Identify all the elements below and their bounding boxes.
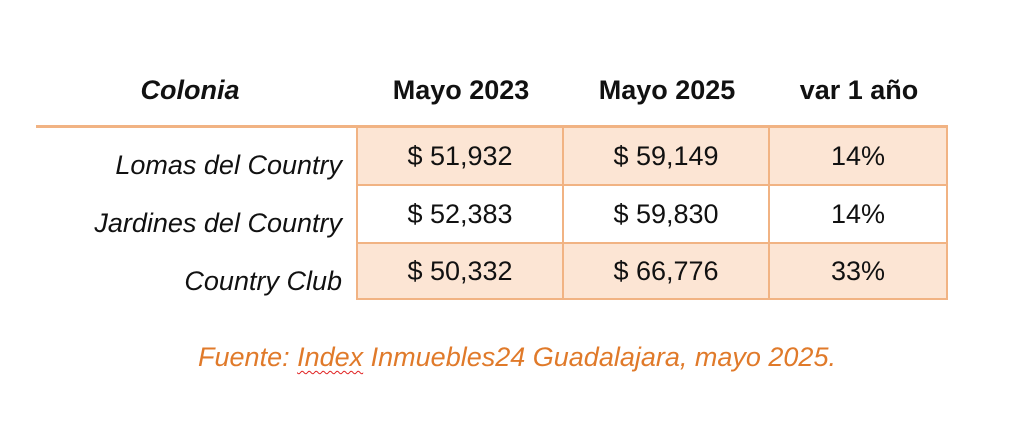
cell-mayo-2025: $ 59,830 — [564, 186, 770, 242]
cell-var: 14% — [830, 198, 886, 229]
source-prefix: Fuente: — [198, 342, 298, 372]
cell-mayo-2023: $ 51,932 — [358, 128, 564, 184]
spellcheck-flagged-word[interactable]: Index — [297, 342, 364, 372]
source-note: Fuente: Index Inmuebles24 Guadalajara, m… — [0, 342, 1034, 373]
table-row: $ 51,932 $ 59,149 14% — [358, 128, 946, 184]
header-mayo-2025: Mayo 2025 — [598, 75, 736, 105]
table-row: $ 50,332 $ 66,776 33% — [358, 242, 946, 298]
header-var-1-ano: var 1 año — [799, 75, 919, 105]
table-row: $ 52,383 $ 59,830 14% — [358, 184, 946, 242]
cell-mayo-2025: $ 66,776 — [564, 244, 770, 298]
header-mayo-2023: Mayo 2023 — [392, 75, 530, 105]
cell-mayo-2023: $ 52,383 — [358, 186, 564, 242]
row-name-country-club: Country Club — [184, 266, 342, 296]
cell-var: 14% — [830, 140, 886, 171]
row-name-jardines-del-country: Jardines del Country — [94, 208, 342, 238]
cell-var: 33% — [830, 255, 886, 286]
cell-mayo-2023: $ 50,332 — [358, 244, 564, 298]
row-name-lomas-del-country: Lomas del Country — [115, 150, 342, 180]
price-table: $ 51,932 $ 59,149 14% $ 52,383 $ 59,830 … — [356, 126, 948, 300]
cell-mayo-2025: $ 59,149 — [564, 128, 770, 184]
source-suffix: Inmuebles24 Guadalajara, mayo 2025. — [363, 342, 836, 372]
header-colonia: Colonia — [140, 75, 240, 105]
